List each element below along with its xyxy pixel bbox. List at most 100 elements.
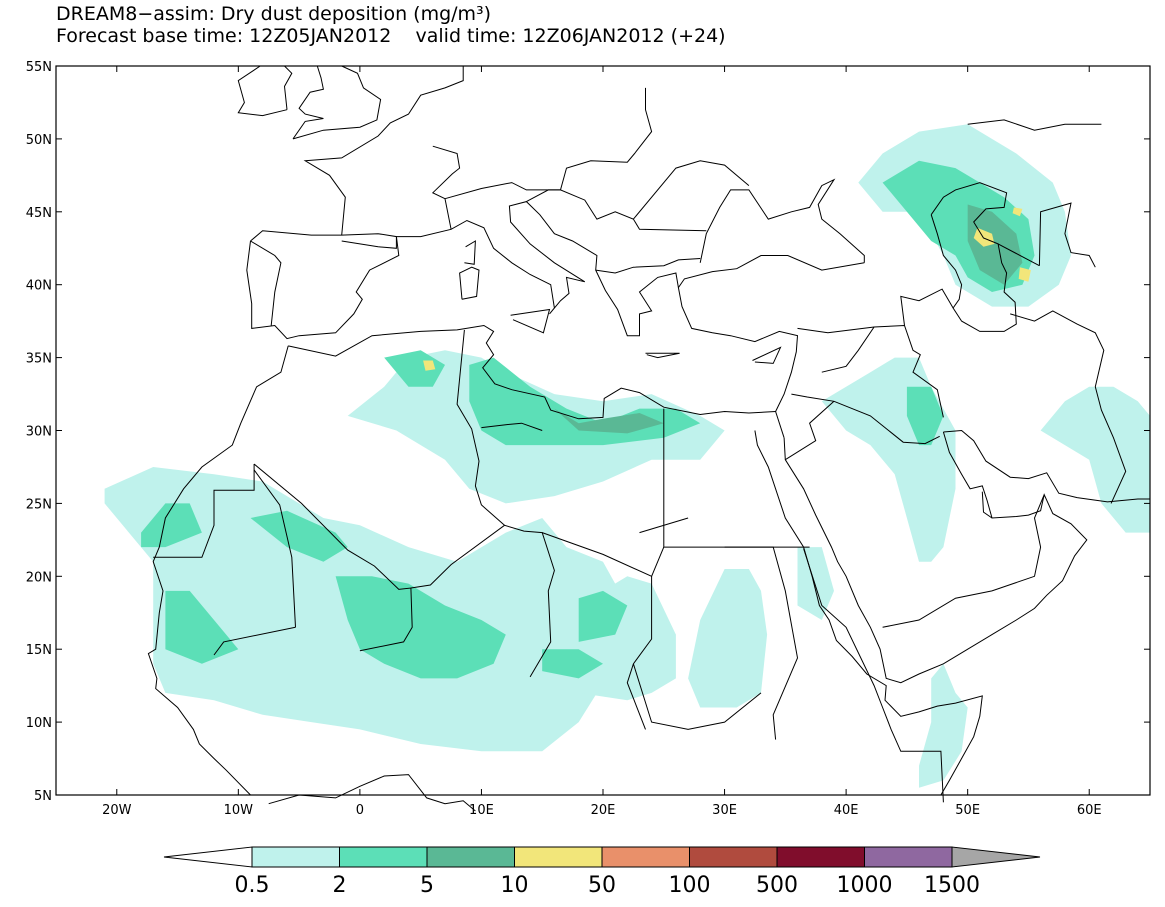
colorbar-label: 0.5	[235, 873, 270, 898]
dust-region-level-0	[919, 663, 968, 788]
lat-tick-label: 30N	[26, 425, 52, 440]
dust-region-level-3	[973, 227, 995, 247]
country-border	[785, 400, 835, 461]
lat-tick-label: 35N	[26, 352, 52, 367]
dust-layer	[104, 124, 1150, 788]
dust-region-level-0	[688, 569, 768, 708]
dust-region-level-1	[384, 350, 445, 387]
axis-ticks: 55N 50N 45N 40N 35N 30N 25N 20N 15N 10N 5N 20W 10W 0 1…	[26, 60, 1150, 818]
colorbar-label: 1000	[837, 873, 893, 898]
colorbar-swatch	[864, 846, 953, 868]
colorbar-label: 50	[588, 873, 616, 898]
coastline	[677, 255, 865, 412]
lon-tick-label: 40E	[834, 803, 859, 818]
lon-tick-label: 20E	[591, 803, 616, 818]
coastline	[288, 324, 776, 420]
coastline	[459, 266, 480, 300]
dust-region-level-1	[250, 510, 348, 562]
colorbar-label: 1500	[924, 873, 980, 898]
map-subtitle: Forecast base time: 12Z05JAN2012 valid t…	[56, 25, 726, 47]
lat-tick-label: 50N	[26, 133, 52, 148]
country-border	[797, 326, 875, 334]
colorbar-label: 100	[669, 873, 711, 898]
coastline	[783, 431, 1088, 684]
country-border	[341, 236, 397, 249]
coastline	[754, 430, 983, 796]
country-border	[882, 494, 1045, 628]
colorbar-label: 5	[420, 873, 434, 898]
dust-region-level-1	[335, 576, 506, 679]
lat-tick-label: 25N	[26, 497, 52, 512]
lat-tick-label: 15N	[26, 643, 52, 658]
dust-region-level-3	[423, 360, 436, 371]
country-border	[639, 517, 689, 534]
country-border	[821, 324, 944, 418]
lon-tick-label: 10W	[224, 803, 254, 818]
coastline	[292, 65, 324, 140]
lon-tick-label: 60E	[1077, 803, 1102, 818]
country-border	[410, 524, 555, 678]
colorbar-label: 10	[501, 873, 529, 898]
lon-tick-label: 30E	[712, 803, 737, 818]
dust-region-level-3	[1018, 267, 1031, 282]
coastline	[464, 240, 476, 265]
country-border	[444, 87, 653, 230]
country-border	[981, 491, 993, 519]
map-title: DREAM8−assim: Dry dust deposition (mg/m³…	[56, 3, 492, 25]
country-border	[431, 145, 461, 200]
coastline	[292, 65, 382, 140]
country-border	[253, 469, 296, 628]
colorbar-label: 500	[756, 873, 798, 898]
country-border	[632, 663, 762, 730]
lat-tick-label: 40N	[26, 279, 52, 294]
country-border	[803, 548, 944, 803]
country-border	[1038, 202, 1096, 268]
country-border	[997, 243, 1040, 267]
country-border	[633, 160, 750, 220]
country-border	[253, 463, 413, 652]
country-border	[595, 258, 701, 274]
colorbar-swatch	[601, 846, 690, 868]
country-border	[900, 288, 954, 326]
colorbar-swatch	[251, 846, 340, 868]
colorbar-min-arrow	[163, 846, 253, 868]
coastline	[303, 66, 464, 236]
country-border	[542, 532, 653, 730]
dust-region-level-0	[1040, 386, 1150, 533]
dust-region-level-1	[906, 386, 944, 446]
colorbar-swatch	[339, 846, 428, 868]
country-border	[967, 119, 1102, 131]
dust-region-level-3	[1012, 207, 1023, 217]
dust-region-level-1	[141, 503, 202, 548]
country-border	[724, 546, 799, 740]
lat-tick-label: 20N	[26, 570, 52, 585]
country-border	[213, 626, 296, 656]
country-border	[526, 189, 707, 232]
country-border	[775, 411, 785, 438]
colorbar: 0.5 2 5 10 50 100 500 1000 1500	[163, 846, 1041, 898]
dust-region-level-1	[578, 590, 628, 642]
lon-tick-label: 10E	[469, 803, 494, 818]
lat-tick-label: 55N	[26, 60, 52, 75]
lat-tick-label: 45N	[26, 206, 52, 221]
country-border	[481, 422, 543, 431]
colorbar-swatch	[514, 846, 603, 868]
dust-region-level-1	[165, 590, 239, 664]
coastline	[396, 201, 679, 337]
lon-tick-label: 0	[356, 803, 364, 818]
dust-region-level-2	[554, 408, 664, 434]
dust-region-level-2	[967, 204, 1023, 285]
colorbar-label: 2	[333, 873, 347, 898]
coastline	[510, 308, 551, 334]
dust-region-level-1	[542, 649, 603, 679]
country-border	[250, 240, 282, 326]
coastline	[930, 182, 1017, 332]
coastline	[147, 345, 289, 796]
country-border	[1010, 310, 1127, 504]
lon-tick-label: 50E	[955, 803, 980, 818]
coastline	[752, 346, 782, 364]
coastline-layer	[147, 65, 1150, 812]
country-border	[791, 393, 940, 445]
coastline	[699, 178, 865, 263]
